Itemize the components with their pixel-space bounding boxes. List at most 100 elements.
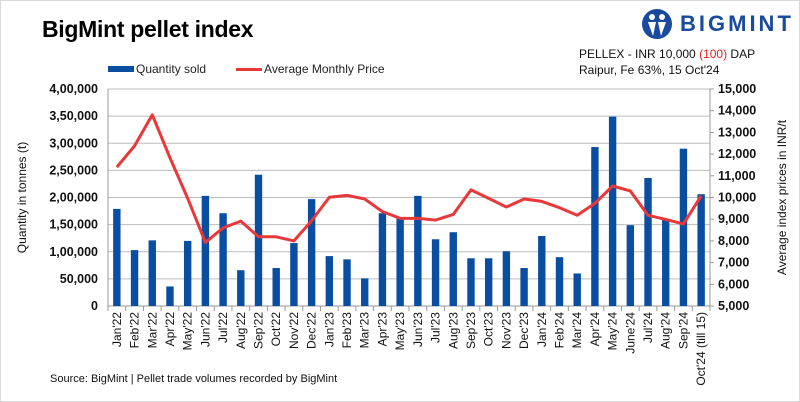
x-tick-label: May'22 [181, 312, 195, 351]
bar-quantity [608, 116, 617, 306]
x-tick-label: Jun'22 [198, 312, 212, 347]
bar-quantity [520, 268, 528, 306]
bar-quantity [113, 208, 121, 306]
x-tick-label: Jun'23 [411, 312, 425, 347]
x-tick-label: Jul'22 [216, 312, 230, 343]
x-tick-label: Feb'24 [553, 312, 567, 349]
x-tick-label: Mar'23 [358, 312, 372, 349]
logo-text: BIGMINT [680, 11, 794, 36]
bar-quantity [484, 258, 493, 306]
x-tick-label: Apr'24 [588, 312, 602, 347]
y-right-tick-label: 9,000 [718, 212, 749, 226]
x-tick-label: May'23 [393, 312, 407, 351]
bar-quantity [573, 273, 581, 306]
bar-quantity [237, 270, 245, 306]
x-tick-label: Jan'23 [322, 312, 336, 347]
x-tick-label: Oct'24 (till 15) [694, 312, 708, 386]
x-tick-label: Sep'24 [676, 312, 690, 349]
bar-quantity [254, 174, 263, 306]
y-left-tick-label: 1,50,000 [49, 218, 98, 232]
bar-quantity [467, 258, 475, 306]
bar-quantity [166, 286, 174, 306]
bigmint-logo-icon [642, 9, 672, 39]
x-tick-label: Mar'22 [145, 312, 159, 349]
x-tick-label: Sep'23 [464, 312, 478, 349]
info-line1-b: (100) [699, 47, 728, 61]
bar-quantity [325, 256, 334, 306]
legend-swatch-price [236, 67, 263, 71]
x-tick-label: Oct'22 [269, 312, 283, 347]
bar-quantity [502, 251, 511, 306]
y-left-tick-label: 2,50,000 [49, 163, 98, 177]
bar-quantity [414, 195, 422, 306]
x-tick-label: Jul'24 [641, 312, 655, 343]
bar-quantity [591, 147, 599, 306]
bar-quantity [183, 240, 192, 306]
y-right-axis-title: Average index prices in INR/t [775, 119, 789, 275]
bar-quantity [378, 213, 387, 306]
legend-swatch-quantity [108, 66, 134, 72]
y-left-tick-label: 3,00,000 [49, 136, 98, 150]
y-right-tick-label: 10,000 [718, 191, 756, 205]
y-right-tick-label: 8,000 [718, 234, 749, 248]
y-left-tick-label: 2,00,000 [49, 191, 98, 205]
y-left-axis-title: Quantity in tonnes (t) [15, 142, 29, 253]
x-tick-label: Oct'23 [482, 312, 496, 347]
x-tick-label: Dec'23 [517, 312, 531, 349]
info-line1-a: PELLEX - INR 10,000 [579, 47, 700, 61]
legend: Quantity sold Average Monthly Price [108, 62, 385, 76]
y-right-tick-label: 14,000 [718, 104, 756, 118]
y-right-tick-label: 5,000 [718, 299, 749, 313]
x-tick-label: Dec'22 [305, 312, 319, 349]
x-tick-label: Aug'23 [446, 312, 460, 349]
x-tick-label: June'24 [623, 312, 637, 354]
x-tick-label: Jul'23 [429, 312, 443, 343]
bar-quantity [396, 217, 404, 306]
bigmint-logo: BIGMINT [640, 8, 794, 40]
x-tick-label: Nov'22 [287, 312, 301, 349]
x-tick-label: Jan'24 [535, 312, 549, 347]
bar-quantity [290, 243, 298, 306]
x-tick-label: Aug'24 [659, 312, 673, 349]
line-average-price [115, 113, 703, 244]
x-tick-label: Apr'22 [163, 312, 177, 347]
x-tick-label: Mar'24 [570, 312, 584, 349]
x-tick-label: Sep'22 [252, 312, 266, 349]
y-left-tick-label: 0 [91, 299, 98, 313]
info-line2: Raipur, Fe 63%, 15 Oct'24 [579, 63, 720, 77]
index-info: PELLEX - INR 10,000 (100) DAP Raipur, Fe… [579, 46, 755, 78]
x-tick-label: Feb'22 [128, 312, 142, 349]
bar-quantity [538, 236, 546, 306]
x-tick-label: Jan'22 [110, 312, 124, 347]
x-tick-label: Apr'23 [375, 312, 389, 347]
bar-quantity [662, 218, 670, 306]
y-right-tick-label: 7,000 [718, 256, 749, 270]
legend-label-quantity: Quantity sold [136, 62, 207, 76]
bar-quantity [307, 199, 316, 306]
bar-quantity [626, 225, 635, 306]
bar-quantity [148, 240, 156, 306]
legend-label-price: Average Monthly Price [264, 62, 385, 76]
bar-quantity [697, 194, 705, 306]
bar-quantity [201, 195, 210, 306]
bar-quantity [130, 250, 139, 306]
chart-title: BigMint pellet index [42, 16, 254, 42]
y-left-tick-label: 3,50,000 [49, 109, 98, 123]
bar-quantity [272, 268, 280, 306]
bar-quantity [679, 148, 688, 306]
bar-quantity [361, 278, 369, 306]
bar-quantity [555, 257, 564, 306]
y-left-tick-label: 4,00,000 [49, 82, 98, 96]
y-right-tick-label: 11,000 [718, 169, 756, 183]
info-line1-c: DAP [727, 47, 756, 61]
bar-quantity [343, 259, 351, 306]
y-right-tick-label: 15,000 [718, 82, 756, 96]
y-right-tick-label: 13,000 [718, 125, 756, 139]
y-right-tick-label: 12,000 [718, 147, 756, 161]
bar-quantity [219, 213, 227, 306]
bar-quantity [449, 232, 457, 306]
source-note: Source: BigMint | Pellet trade volumes r… [50, 373, 338, 385]
bar-quantity [431, 239, 440, 306]
bar-quantity [644, 177, 652, 306]
